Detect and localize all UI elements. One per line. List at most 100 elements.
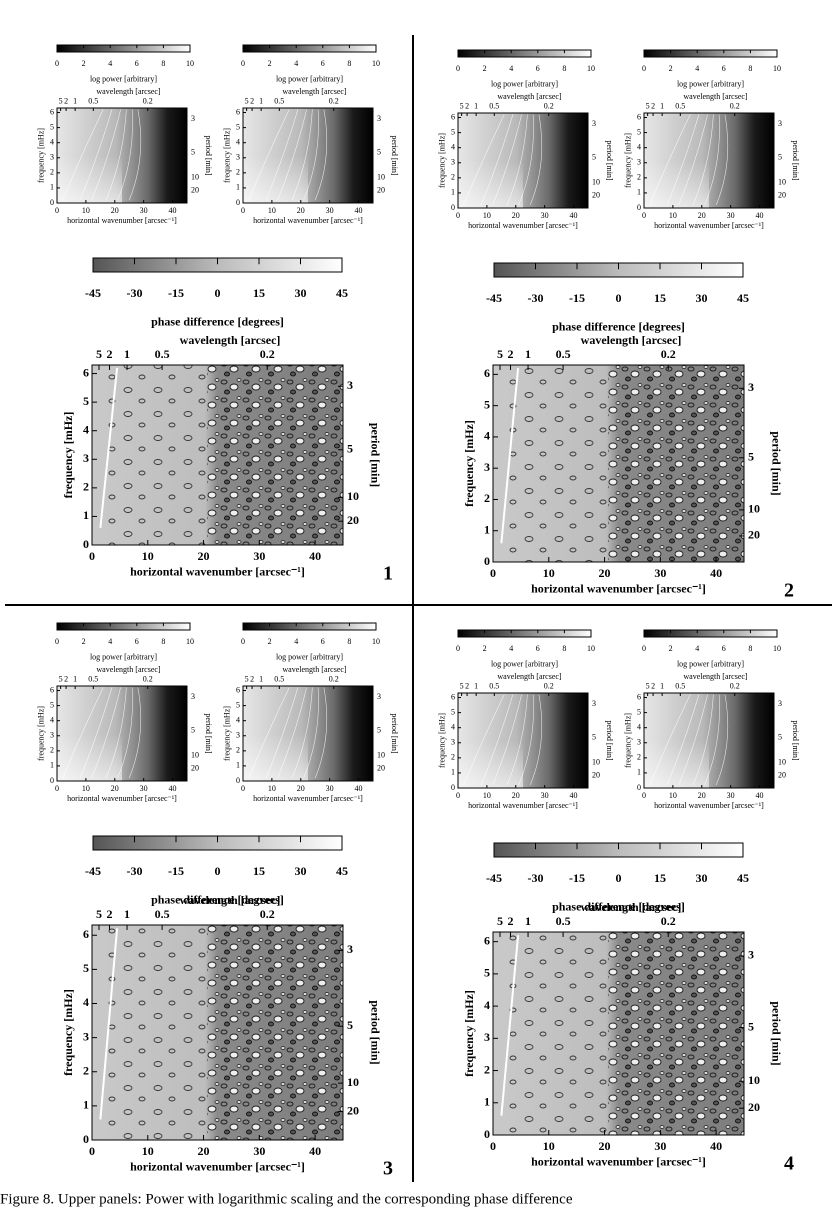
y-tick-label: 1 xyxy=(236,761,240,770)
x-tick-label: 0 xyxy=(89,1144,95,1158)
contour xyxy=(704,114,720,206)
colorbar-tick-label: 4 xyxy=(695,644,699,653)
y2-tick-label: 20 xyxy=(748,1100,760,1114)
contour xyxy=(291,687,313,779)
plot-frame xyxy=(91,364,344,546)
y-tick-label: 5 xyxy=(484,397,490,411)
top-tick-label: 0.5 xyxy=(155,907,170,921)
colorbar-label: log power [arbitrary] xyxy=(90,652,157,661)
y2-tick-label: 5 xyxy=(748,1019,754,1033)
y-axis-label: frequency [mHz] xyxy=(462,420,476,507)
y2-tick-label: 5 xyxy=(191,148,195,157)
colorbar xyxy=(643,49,778,58)
y-tick-label: 6 xyxy=(236,685,240,694)
y-tick-label: 0 xyxy=(236,776,240,785)
x-tick-label: 30 xyxy=(654,1139,666,1153)
top-tick-label: 1 xyxy=(259,96,263,105)
plot-frame xyxy=(643,112,775,209)
colorbar-label: phase difference [degrees] xyxy=(151,892,284,906)
plot-frame xyxy=(56,107,188,204)
colorbar-tick-label: 8 xyxy=(562,644,566,653)
contour xyxy=(91,109,121,201)
colorbar-tick-label: 15 xyxy=(654,291,666,305)
x-tick-label: 30 xyxy=(253,549,265,563)
y2-tick-label: 5 xyxy=(778,153,782,162)
y2-tick-label: 20 xyxy=(191,185,199,194)
top-axis-label: wavelength [arcsec] xyxy=(282,87,347,96)
contour xyxy=(715,694,729,786)
phase-contours xyxy=(508,932,609,1135)
y-tick-label: 4 xyxy=(484,429,490,443)
colorbar-tick-label: 10 xyxy=(773,64,781,73)
y2-tick-label: 20 xyxy=(377,763,385,772)
y2-axis-label: period [min] xyxy=(605,140,614,181)
y-tick-label: 2 xyxy=(451,753,455,762)
x-axis-label: horizontal wavenumber [arcsec⁻¹] xyxy=(253,216,363,225)
y2-tick-label: 5 xyxy=(377,148,381,157)
x-tick-label: 0 xyxy=(456,791,460,800)
y2-tick-label: 3 xyxy=(377,114,381,123)
colorbar-tick-label: 0 xyxy=(456,64,460,73)
colorbar-tick-label: -30 xyxy=(127,286,143,300)
colorbar-tick-label: 6 xyxy=(536,644,540,653)
plot-frame xyxy=(643,692,775,789)
y-tick-label: 5 xyxy=(484,966,490,980)
y2-tick-label: 10 xyxy=(592,178,600,187)
power-map-shade xyxy=(458,693,523,788)
y-tick-label: 5 xyxy=(236,700,240,709)
y2-axis-label: period [min] xyxy=(390,713,399,754)
y2-axis-label: period [min] xyxy=(368,1000,382,1064)
top-tick-label: 0.2 xyxy=(544,101,554,110)
x-tick-label: 40 xyxy=(570,211,578,220)
colorbar-tick-label: 30 xyxy=(295,864,307,878)
y-tick-label: 3 xyxy=(451,738,455,747)
contour xyxy=(265,687,299,779)
colorbar-tick-label: 10 xyxy=(372,59,380,68)
top-tick-label: 2 xyxy=(508,347,514,361)
top-tick-label: 5 xyxy=(245,674,249,683)
top-tick-label: 0.5 xyxy=(274,674,284,683)
colorbar xyxy=(56,44,191,53)
y-tick-label: 2 xyxy=(236,746,240,755)
y-tick-label: 1 xyxy=(50,761,54,770)
y-tick-label: 4 xyxy=(50,716,54,725)
top-tick-label: 5 xyxy=(59,674,63,683)
top-tick-label: 0.5 xyxy=(489,681,499,690)
colorbar-tick-label: 2 xyxy=(483,644,487,653)
plot-frame xyxy=(492,364,745,563)
y-tick-label: 0 xyxy=(484,554,490,568)
contour xyxy=(463,114,505,206)
contour xyxy=(666,694,700,786)
top-tick-label: 2 xyxy=(250,96,254,105)
y-tick-label: 2 xyxy=(50,746,54,755)
y2-tick-label: 3 xyxy=(347,942,353,956)
y2-tick-label: 10 xyxy=(377,751,385,760)
top-tick-label: 2 xyxy=(64,674,68,683)
colorbar-label: log power [arbitrary] xyxy=(90,74,157,83)
colorbar-tick-label: 2 xyxy=(82,637,86,646)
x-tick-label: 40 xyxy=(756,211,764,220)
plot-frame xyxy=(457,692,589,789)
x-axis-label: horizontal wavenumber [arcsec⁻¹] xyxy=(531,581,706,595)
colorbar-tick-label: 0 xyxy=(616,291,622,305)
top-axis-label: wavelength [arcsec] xyxy=(581,900,682,914)
y-tick-label: 5 xyxy=(451,707,455,716)
colorbar-tick-label: 15 xyxy=(253,286,265,300)
colorbar-tick-label: 2 xyxy=(483,64,487,73)
y-tick-label: 0 xyxy=(637,783,641,792)
phase-contours xyxy=(207,925,343,1140)
contour xyxy=(79,687,113,779)
x-tick-label: 40 xyxy=(309,1144,321,1158)
x-tick-label: 0 xyxy=(241,784,245,793)
plot-frame xyxy=(91,924,344,1141)
colorbar-tick-label: -45 xyxy=(486,291,502,305)
x-tick-label: 40 xyxy=(756,791,764,800)
top-tick-label: 0.5 xyxy=(675,681,685,690)
y-tick-label: 6 xyxy=(236,107,240,116)
top-axis-label: wavelength [arcsec] xyxy=(683,92,748,101)
top-tick-label: 5 xyxy=(96,907,102,921)
y-tick-label: 2 xyxy=(451,173,455,182)
colorbar-tick-label: 10 xyxy=(372,637,380,646)
